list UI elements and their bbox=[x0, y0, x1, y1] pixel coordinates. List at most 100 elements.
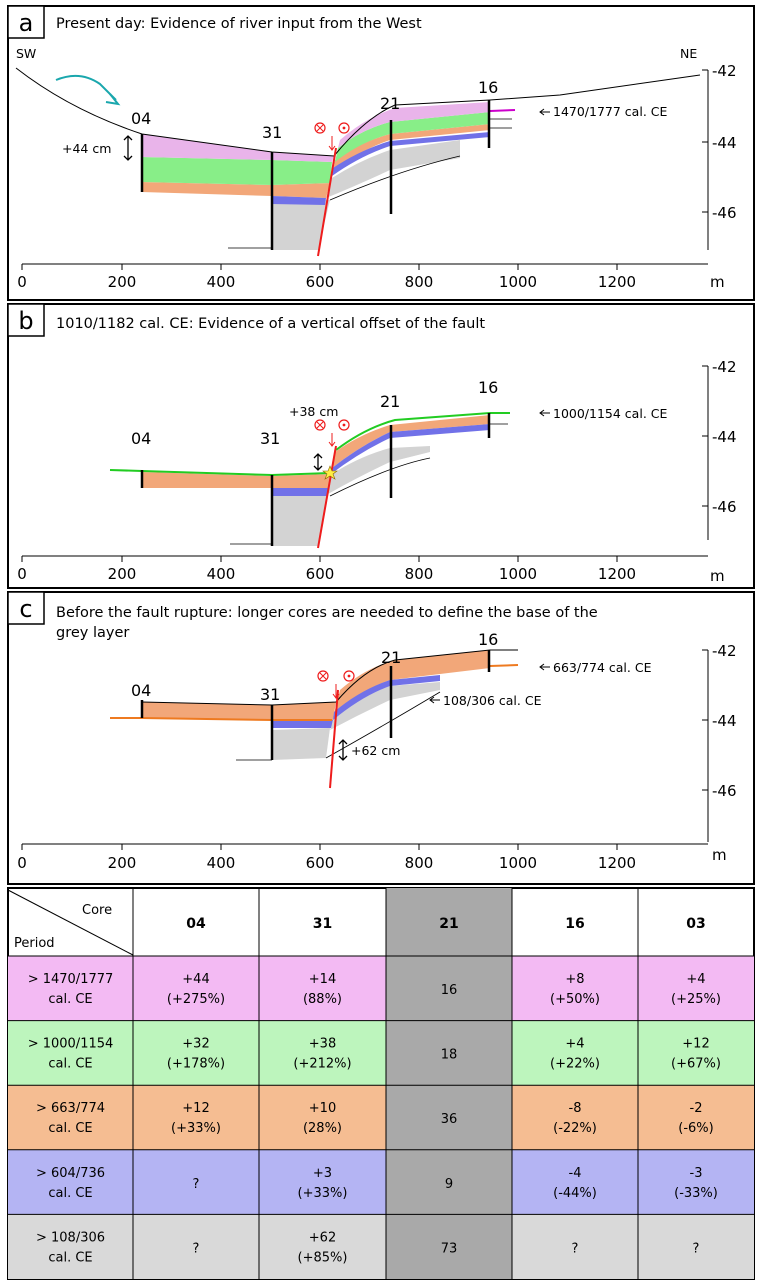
table-cell-value: +8 bbox=[565, 972, 584, 987]
table-cell-percent: (-33%) bbox=[674, 1186, 718, 1201]
x-ticks-c bbox=[21, 844, 618, 850]
table-cell-percent: (+50%) bbox=[550, 992, 600, 1007]
table-cell-bg bbox=[259, 956, 386, 1021]
grey-layer-b bbox=[272, 494, 328, 546]
table-cell-bg bbox=[638, 956, 754, 1021]
fault-x-icon-b bbox=[316, 421, 324, 429]
orange-layer-b-right bbox=[332, 415, 490, 468]
grey-layer-c-right bbox=[330, 682, 440, 730]
core-label-31-c: 31 bbox=[260, 685, 280, 704]
y-tick-label-b: -44 bbox=[712, 428, 737, 446]
river-arrowhead-icon bbox=[105, 93, 121, 106]
table-cell-value: +62 bbox=[309, 1230, 336, 1245]
sub-line-b bbox=[329, 457, 431, 497]
table-cell-value: +4 bbox=[565, 1037, 584, 1052]
core-label-21-c: 21 bbox=[381, 648, 401, 667]
x-tick-label-a: 800 bbox=[405, 273, 434, 291]
x-tick-label-b: 600 bbox=[306, 565, 335, 583]
panel-c-title-line1: Before the fault rupture: longer cores a… bbox=[56, 605, 598, 621]
header-diagonal bbox=[7, 889, 134, 956]
core-21-header-bg bbox=[386, 888, 512, 956]
core-21-column-bg bbox=[386, 956, 512, 1279]
date-label-b: 1000/1154 cal. CE bbox=[553, 406, 667, 421]
row-period-label: cal. CE bbox=[48, 1186, 92, 1201]
x-tick-label-c: 200 bbox=[108, 854, 137, 872]
x-ticks-a bbox=[21, 264, 618, 270]
x-unit-b: m bbox=[710, 567, 725, 585]
table-cell-percent: (+85%) bbox=[298, 1250, 348, 1265]
y-tick-label-a: -46 bbox=[712, 204, 737, 222]
fault-line-a bbox=[317, 147, 337, 257]
blue-layer-c bbox=[272, 720, 333, 728]
green-line-b bbox=[109, 469, 331, 477]
table-cell-value: 36 bbox=[441, 1112, 458, 1127]
core-label-21-b: 21 bbox=[380, 392, 400, 411]
fault-line-b bbox=[317, 445, 337, 549]
table-cell-percent: (28%) bbox=[303, 1121, 342, 1136]
table-cell-percent: (-6%) bbox=[678, 1121, 713, 1136]
table-cell-bg bbox=[259, 1214, 386, 1279]
offset-arrow-icon-b bbox=[313, 453, 323, 471]
header-core-31: 31 bbox=[313, 916, 332, 932]
x-tick-label-b: 400 bbox=[207, 565, 236, 583]
table-cell-percent: (+212%) bbox=[293, 1057, 351, 1072]
panel-b-letter: b bbox=[18, 307, 33, 335]
x-unit-a: m bbox=[710, 273, 725, 291]
offset-label-b: +38 cm bbox=[289, 404, 338, 419]
table-cell-percent: (+178%) bbox=[167, 1057, 225, 1072]
y-tick-label-c: -44 bbox=[712, 712, 737, 730]
panel-c-frame bbox=[7, 591, 755, 885]
table-cell-bg bbox=[8, 1085, 133, 1150]
fault-arrow-icon-c bbox=[332, 684, 340, 699]
header-core-label: Core bbox=[82, 903, 112, 918]
x-tick-label-c: 1200 bbox=[598, 854, 636, 872]
offset-label-c: +62 cm bbox=[351, 743, 400, 758]
blue-layer-a-right bbox=[332, 132, 490, 176]
layer-lines-a bbox=[490, 118, 512, 129]
table-cell-value: +38 bbox=[309, 1037, 336, 1052]
table-cell-value: ? bbox=[693, 1241, 700, 1256]
blue-layer-b-right bbox=[331, 424, 490, 474]
header-core-21: 21 bbox=[439, 916, 458, 932]
table-cell-percent: (+25%) bbox=[671, 992, 721, 1007]
panel-a-ne-label: NE bbox=[680, 46, 697, 61]
table-cell-bg bbox=[133, 1020, 259, 1086]
sub-line-a bbox=[329, 155, 461, 201]
table-cell-bg bbox=[512, 1149, 638, 1215]
table-cell-value: ? bbox=[572, 1241, 579, 1256]
offset-arrow-icon-c bbox=[338, 739, 348, 761]
y-tick-label-a: -44 bbox=[712, 134, 737, 152]
x-ticks-b bbox=[21, 556, 618, 562]
table-cell-percent: (-44%) bbox=[553, 1186, 597, 1201]
x-tick-label-a: 1000 bbox=[499, 273, 537, 291]
core-label-04-b: 04 bbox=[131, 429, 151, 448]
table-cell-value: -8 bbox=[569, 1101, 582, 1116]
top-line-a bbox=[489, 109, 516, 112]
table-cell-bg bbox=[133, 1085, 259, 1150]
date-label-a: 1470/1777 cal. CE bbox=[553, 104, 667, 119]
table-cell-value: +44 bbox=[182, 972, 209, 987]
fault-dot-icon-a bbox=[342, 126, 346, 130]
blue-layer-b bbox=[272, 488, 328, 496]
blue-layer-a bbox=[272, 196, 326, 205]
thickness-table: Core Period 04 31 21 16 03 > 1470/1777 cal. CE… bbox=[7, 887, 755, 1280]
header-core-16: 16 bbox=[565, 916, 584, 932]
panel-b: b 1010/1182 cal. CE: Evidence of a verti… bbox=[7, 303, 755, 589]
table-cell-percent: (+22%) bbox=[550, 1057, 600, 1072]
date-label-c: 663/774 cal. CE bbox=[553, 660, 652, 675]
row-period-label: cal. CE bbox=[48, 992, 92, 1007]
x-tick-label-a: 600 bbox=[306, 273, 335, 291]
x-tick-label-b: 1200 bbox=[598, 565, 636, 583]
grey-layer-b-right bbox=[328, 446, 430, 494]
orange-layer-a-right bbox=[333, 124, 490, 172]
table-cell-bg bbox=[8, 956, 133, 1021]
date-arrow-icon-c bbox=[539, 663, 550, 671]
x-tick-label-c: 800 bbox=[405, 854, 434, 872]
sub-line-c bbox=[325, 691, 441, 759]
panel-c-title-line2: grey layer bbox=[56, 625, 129, 641]
x-tick-label-a: 0 bbox=[17, 273, 27, 291]
table-cell-value: -4 bbox=[569, 1166, 582, 1181]
orange-line-c-right bbox=[489, 664, 519, 667]
panel-a-frame bbox=[7, 5, 755, 301]
row-period-label: > 604/736 bbox=[36, 1166, 105, 1181]
